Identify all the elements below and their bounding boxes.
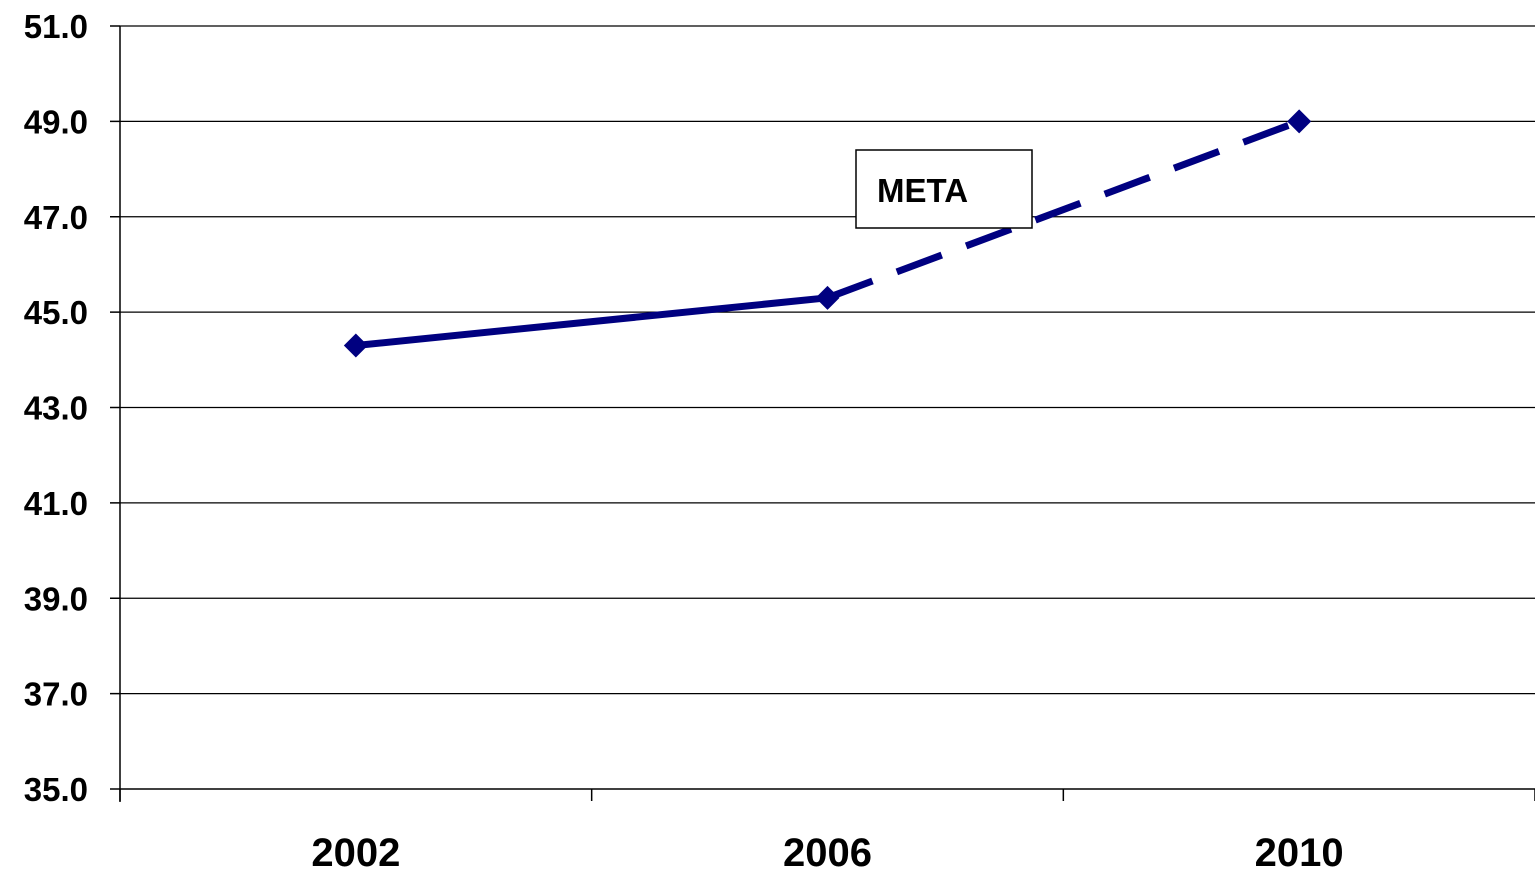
x-tick-label-2002: 2002 xyxy=(311,831,400,874)
x-tick-marks xyxy=(119,789,1535,801)
gridlines xyxy=(110,25,1535,790)
y-tick-label-7: 49.0 xyxy=(24,103,88,140)
data-point-2006 xyxy=(815,285,840,310)
y-tick-label-8: 51.0 xyxy=(24,8,88,45)
y-tick-label-4: 43.0 xyxy=(24,390,88,427)
x-tick-labels: 2002 2006 2010 xyxy=(311,831,1343,874)
x-tick-label-2006: 2006 xyxy=(783,831,872,874)
y-tick-label-3: 41.0 xyxy=(24,485,88,522)
y-tick-label-5: 45.0 xyxy=(24,294,88,331)
series-0-segment-0-solid xyxy=(355,294,828,349)
y-tick-labels: 35.0 37.0 39.0 41.0 43.0 45.0 47.0 49.0 51.0 xyxy=(24,8,88,808)
series-markers xyxy=(343,109,1312,358)
data-point-2002 xyxy=(343,333,368,358)
axes xyxy=(119,26,1535,802)
series-0-segment-1-dashed xyxy=(826,118,1301,302)
y-tick-label-6: 47.0 xyxy=(24,199,88,236)
annotation-frame xyxy=(855,149,1033,229)
y-tick-label-0: 35.0 xyxy=(24,771,88,808)
y-tick-label-2: 39.0 xyxy=(24,580,88,617)
annotation-label: META xyxy=(877,172,968,209)
data-point-2010 xyxy=(1287,109,1312,134)
x-tick-label-2010: 2010 xyxy=(1255,831,1344,874)
series-lines xyxy=(355,118,1301,349)
y-tick-label-1: 37.0 xyxy=(24,676,88,713)
annotation-box: META xyxy=(855,149,1033,229)
